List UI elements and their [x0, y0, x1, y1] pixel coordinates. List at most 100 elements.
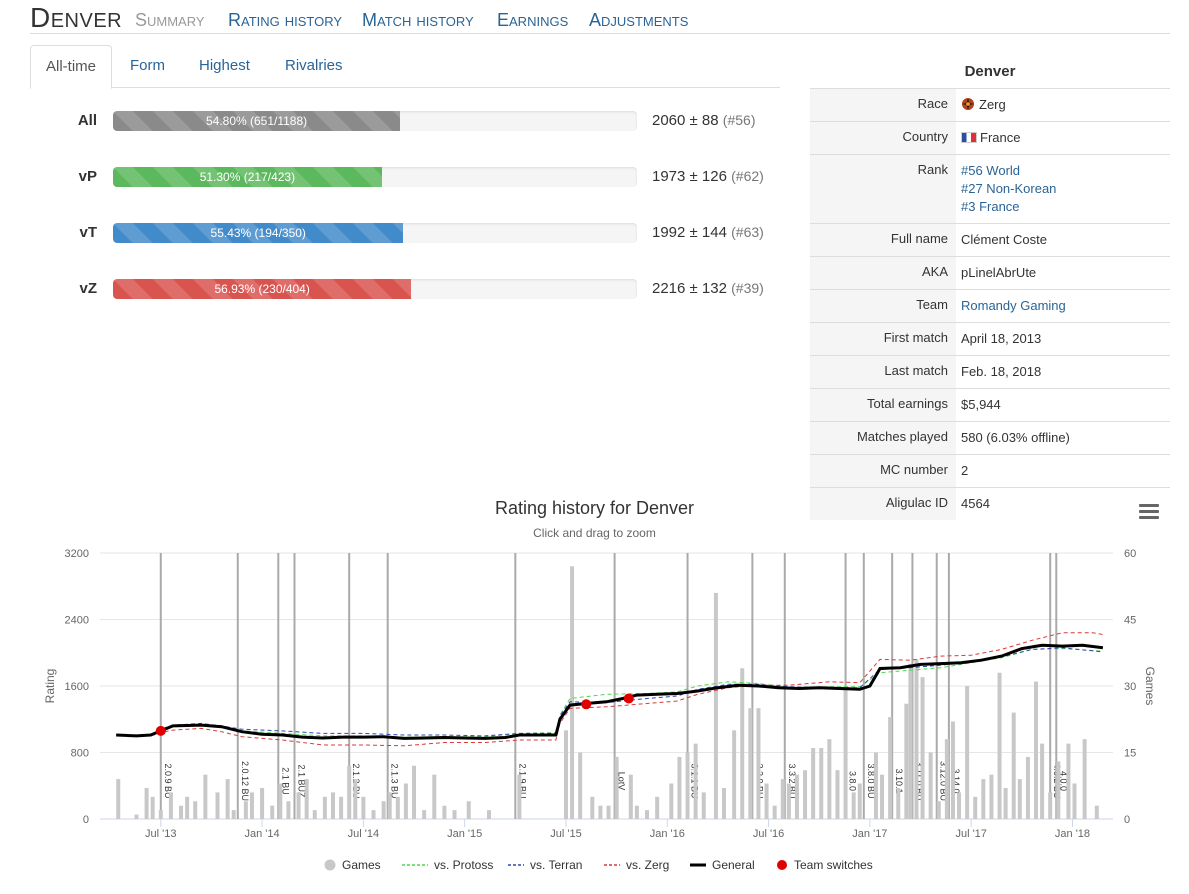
patch-event-label: 2.1.9 BU — [517, 763, 527, 798]
info-value: April 18, 2013 — [961, 331, 1042, 346]
info-key: Race — [810, 89, 956, 121]
y-tick-label: 800 — [71, 748, 89, 760]
games-bar — [442, 805, 447, 819]
games-bar — [215, 792, 220, 819]
info-row-race: Race Zerg — [810, 88, 1170, 121]
games-bar — [888, 717, 893, 819]
y2-tick-label: 45 — [1124, 615, 1136, 627]
patch-event-label: 4.0.0 — [1058, 771, 1068, 791]
info-key: First match — [810, 323, 956, 355]
games-bar — [989, 774, 994, 819]
info-value: 580 (6.03% offline) — [961, 430, 1070, 445]
legend-vs-protoss[interactable]: vs. Protoss — [402, 858, 494, 872]
tab-highest[interactable]: Highest — [199, 57, 250, 74]
rating-history-chart[interactable]: 0 800 1600 2400 3200 0 15 30 45 60 Rating Games Jul … — [0, 540, 1189, 850]
rating-value: 1973 ± 126 (#62) — [652, 168, 764, 185]
games-bar — [486, 810, 491, 819]
games-bar — [748, 708, 753, 819]
info-row-earnings: Total earnings $5,944 — [810, 388, 1170, 421]
stats-tabs: All-time Form Highest Rivalries — [30, 45, 780, 89]
games-bar — [819, 748, 824, 819]
nav-adjustments[interactable]: Adjustments — [589, 10, 689, 30]
bar-fill: 54.80% (651/1188) — [113, 111, 401, 131]
games-bar — [685, 752, 690, 819]
games-bar — [249, 792, 254, 819]
games-bar — [914, 659, 919, 819]
info-row-matches: Matches played 580 (6.03% offline) — [810, 421, 1170, 454]
games-bar — [134, 814, 139, 819]
x-tick-label: Jan '16 — [650, 828, 685, 840]
tab-form[interactable]: Form — [130, 57, 165, 74]
games-bar — [740, 668, 745, 819]
bar-track: 54.80% (651/1188) — [113, 111, 637, 131]
games-bar — [1011, 712, 1016, 819]
legend-vs-terran[interactable]: vs. Terran — [508, 858, 583, 872]
games-bar — [517, 774, 522, 819]
nav-earnings[interactable]: Earnings — [497, 10, 569, 30]
games-bar — [1017, 779, 1022, 819]
games-bar — [835, 770, 840, 819]
team-switch-marker — [623, 693, 634, 704]
legend-vs-zerg[interactable]: vs. Zerg — [604, 858, 670, 872]
games-bar — [794, 774, 799, 819]
games-bar — [628, 774, 633, 819]
games-bar — [286, 801, 291, 819]
x-tick-label: Jan '18 — [1055, 828, 1090, 840]
chart-title: Rating history for Denver — [494, 498, 695, 518]
games-bar — [452, 810, 457, 819]
patch-event-label: 3.8.0 — [848, 771, 858, 791]
games-bar — [225, 779, 230, 819]
chart-subtitle: Click and drag to zoom — [533, 526, 656, 540]
games-bar — [693, 743, 698, 819]
rank-country-link[interactable]: #3 France — [961, 199, 1020, 214]
legend-general[interactable]: General — [690, 858, 755, 872]
games-bar — [403, 783, 408, 819]
tab-all-time[interactable]: All-time — [30, 45, 113, 89]
bar-fill: 55.43% (194/350) — [113, 223, 404, 243]
games-bar — [570, 566, 575, 819]
info-key: Team — [810, 290, 956, 322]
team-link[interactable]: Romandy Gaming — [961, 298, 1066, 313]
x-tick-label: Jul '13 — [145, 828, 176, 840]
games-bar — [150, 796, 155, 819]
games-bar — [904, 703, 909, 819]
team-switch-marker — [581, 699, 592, 710]
x-tick-label: Jul '16 — [753, 828, 784, 840]
player-info-table: Denver Race Zerg Country France Rank #56… — [810, 56, 1170, 520]
hamburger-menu-icon[interactable] — [1139, 504, 1159, 520]
games-bar — [312, 810, 317, 819]
info-value: $5,944 — [961, 397, 1001, 412]
games-bar — [669, 783, 674, 819]
info-key: Total earnings — [810, 389, 956, 421]
rank-world-link[interactable]: #56 World — [961, 163, 1021, 178]
nav-rating-history[interactable]: Rating history — [228, 10, 343, 30]
games-bar — [722, 787, 727, 819]
nav-summary[interactable]: Summary — [135, 10, 205, 30]
x-tick-label: Jan '15 — [447, 828, 482, 840]
info-value: France — [956, 122, 1170, 154]
info-title: Denver — [964, 63, 1016, 80]
patch-event-label: 2.1 BUZ — [296, 764, 306, 798]
x-tick-label: Jul '17 — [955, 828, 986, 840]
rank-nonkorean-link[interactable]: #27 Non-Korean — [961, 181, 1057, 196]
games-bar — [1003, 787, 1008, 819]
legend-team-switches[interactable]: Team switches — [776, 858, 873, 872]
patch-event-label: 2.1.3 BU — [390, 763, 400, 798]
legend-games[interactable]: Games — [324, 858, 381, 872]
y-tick-label: 2400 — [65, 615, 89, 627]
info-key: Last match — [810, 356, 956, 388]
y-tick-label: 3200 — [65, 548, 89, 560]
games-bar — [203, 774, 208, 819]
games-bar — [677, 756, 682, 819]
games-bar — [851, 792, 856, 819]
bar-label: vT — [79, 224, 97, 241]
games-bar — [928, 752, 933, 819]
y2-axis-title: Games — [1143, 667, 1157, 706]
games-bar — [185, 796, 190, 819]
x-tick-label: Jan '14 — [245, 828, 280, 840]
info-row-first-match: First match April 18, 2013 — [810, 322, 1170, 355]
y2-tick-label: 15 — [1124, 748, 1136, 760]
tab-rivalries[interactable]: Rivalries — [285, 57, 343, 74]
bar-fill: 56.93% (230/404) — [113, 279, 412, 299]
nav-match-history[interactable]: Match history — [362, 10, 474, 30]
